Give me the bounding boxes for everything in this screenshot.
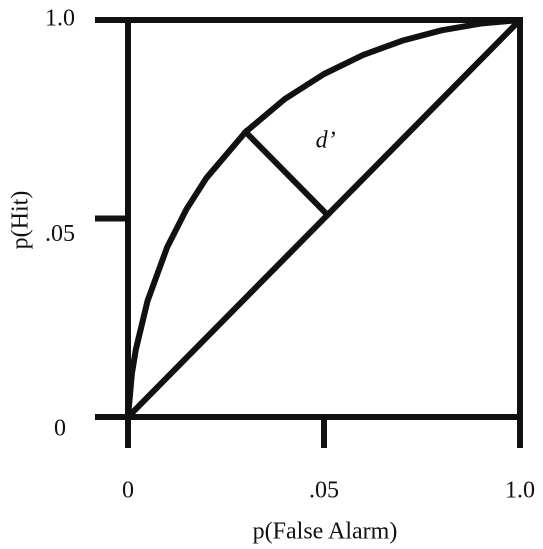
y-axis-label: p(Hit) [8,191,34,250]
y-tick-label: .05 [45,221,75,247]
roc-line [125,17,523,420]
x-axis-label: p(False Alarm) [253,519,398,545]
x-tick-label: .05 [309,478,339,504]
d-prime-label: d’ [316,127,336,153]
y-tick-label: 0 [54,416,66,442]
x-tick-label: 1.0 [505,478,535,504]
y-tick-label: 1.0 [45,6,75,32]
d-prime-line [241,127,332,220]
x-tick-label: 0 [122,478,134,504]
